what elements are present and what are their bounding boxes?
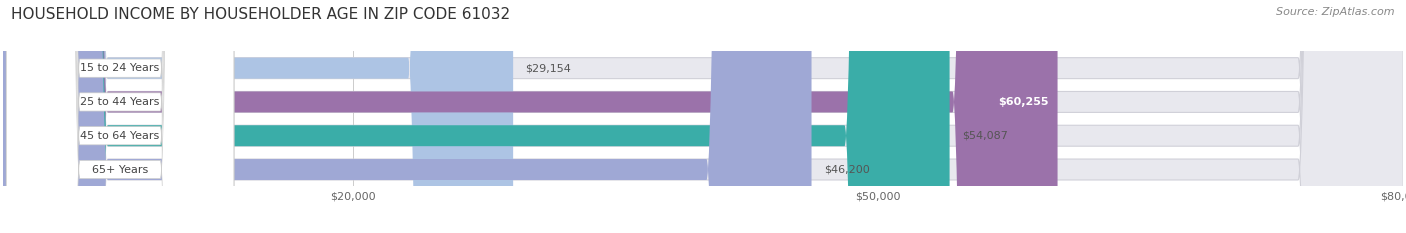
Text: HOUSEHOLD INCOME BY HOUSEHOLDER AGE IN ZIP CODE 61032: HOUSEHOLD INCOME BY HOUSEHOLDER AGE IN Z… — [11, 7, 510, 22]
Text: $60,255: $60,255 — [998, 97, 1049, 107]
Text: 15 to 24 Years: 15 to 24 Years — [80, 63, 160, 73]
Text: 25 to 44 Years: 25 to 44 Years — [80, 97, 160, 107]
Text: $29,154: $29,154 — [526, 63, 571, 73]
FancyBboxPatch shape — [3, 0, 1403, 233]
Text: Source: ZipAtlas.com: Source: ZipAtlas.com — [1277, 7, 1395, 17]
Text: $46,200: $46,200 — [824, 164, 869, 175]
FancyBboxPatch shape — [3, 0, 1403, 233]
FancyBboxPatch shape — [6, 0, 233, 233]
FancyBboxPatch shape — [3, 0, 1403, 233]
FancyBboxPatch shape — [6, 0, 233, 233]
Text: 45 to 64 Years: 45 to 64 Years — [80, 131, 160, 141]
Text: $54,087: $54,087 — [962, 131, 1008, 141]
FancyBboxPatch shape — [3, 0, 811, 233]
FancyBboxPatch shape — [3, 0, 513, 233]
FancyBboxPatch shape — [3, 0, 949, 233]
FancyBboxPatch shape — [6, 0, 233, 233]
FancyBboxPatch shape — [6, 0, 233, 233]
FancyBboxPatch shape — [3, 0, 1403, 233]
Text: 65+ Years: 65+ Years — [91, 164, 148, 175]
FancyBboxPatch shape — [3, 0, 1057, 233]
